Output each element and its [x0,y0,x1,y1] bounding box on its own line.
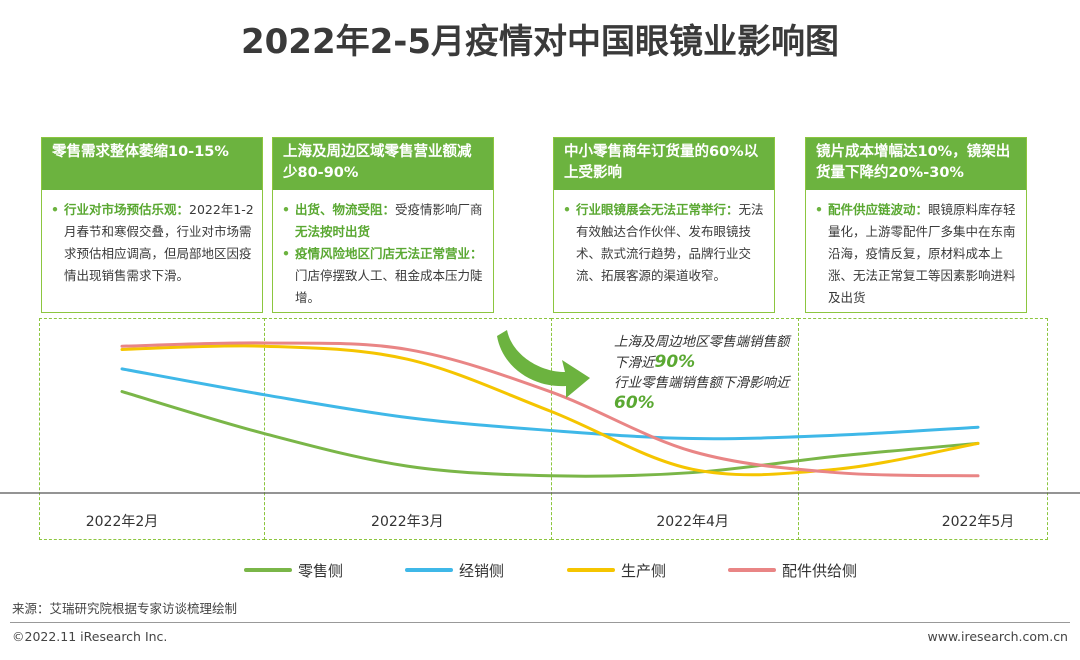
card-item: • 出货、物流受阻：受疫情影响厂商无法按时出货 [281,199,485,243]
card-heading: 镜片成本增幅达10%，镜架出货量下降约20%-30% [806,138,1026,190]
card-item-highlight: 行业对市场预估乐观： [64,202,190,217]
card-item: • 行业眼镜展会无法正常举行：无法有效触达合作伙伴、发布眼镜技术、款式流行趋势，… [562,199,766,287]
tick-layer: 2022年2月 2022年3月 2022年4月 2022年5月 [86,514,1015,530]
legend-item-distribution: 经销侧 [405,558,504,582]
arrow-icon [497,330,590,398]
period-panel-may [798,318,1048,540]
card-heading: 中小零售商年订货量的60%以上受影响 [554,138,774,190]
card-heading: 零售需求整体萎缩10-15% [42,138,262,190]
card-item-highlight: 配件供应链波动： [828,202,929,217]
series-line-2 [120,344,980,477]
card-item: • 配件供应链波动：眼镜原料库存轻量化，上游零配件厂多集中在东南沿海，疫情反复，… [814,199,1018,309]
annotation-line2: 行业零售端销售额下滑影响近 [614,375,790,391]
bullet-icon: • [815,202,823,217]
card-body: • 配件供应链波动：眼镜原料库存轻量化，上游零配件厂多集中在东南沿海，疫情反复，… [806,190,1026,313]
card-heading: 上海及周边区域零售营业额减少80-90% [273,138,493,190]
card-item-text: 2022年1-2月春节和寒假交叠，行业对市场需求预估相应调高，但局部地区因疫情出… [64,202,254,283]
legend-label: 生产侧 [621,561,667,580]
series-line-0 [120,390,980,478]
legend-item-parts-supply: 配件供给侧 [728,558,857,582]
card-item-highlight: 疫情风险地区门店无法正常营业： [295,246,483,261]
legend-swatch [567,568,615,572]
chart-annotation: 上海及周边地区零售端销售额下滑近90% 行业零售端销售额下滑影响近 60% [614,332,794,414]
legend-swatch [728,568,776,572]
source-note: 来源：艾瑞研究院根据专家访谈梳理绘制 [12,601,238,616]
copyright: ©2022.11 iResearch Inc. [12,629,168,644]
x-tick-label: 2022年2月 [86,514,159,530]
card-lens-cost: 镜片成本增幅达10%，镜架出货量下降约20%-30% • 配件供应链波动：眼镜原… [805,137,1027,313]
card-body: • 出货、物流受阻：受疫情影响厂商无法按时出货 • 疫情风险地区门店无法正常营业… [273,190,493,313]
card-small-retailers: 中小零售商年订货量的60%以上受影响 • 行业眼镜展会无法正常举行：无法有效触达… [553,137,775,313]
card-item-text: 受疫情影响厂商 [395,202,483,217]
legend-label: 经销侧 [459,561,505,580]
card-item-text: 门店停摆致人工、租金成本压力陡增。 [295,268,483,305]
legend-label: 配件供给侧 [782,561,858,580]
card-item-text: 无法有效触达合作伙伴、发布眼镜技术、款式流行趋势，品牌行业交流、拓展客源的渠道收… [576,202,764,283]
card-shanghai-sales: 上海及周边区域零售营业额减少80-90% • 出货、物流受阻：受疫情影响厂商无法… [272,137,494,313]
legend-item-production: 生产侧 [567,558,666,582]
card-item-highlight: 出货、物流受阻： [295,202,396,217]
card-item: • 行业对市场预估乐观：2022年1-2月春节和寒假交叠，行业对市场需求预估相应… [50,199,254,287]
annotation-value2: 60% [614,393,655,413]
legend-item-retail: 零售侧 [244,558,343,582]
x-tick-label: 2022年5月 [942,514,1015,530]
legend-swatch [405,568,453,572]
bullet-icon: • [282,246,290,261]
series-layer [120,341,980,478]
series-line-1 [120,367,980,441]
card-body: • 行业眼镜展会无法正常举行：无法有效触达合作伙伴、发布眼镜技术、款式流行趋势，… [554,190,774,291]
legend-label: 零售侧 [298,561,344,580]
card-item-highlight-2: 无法按时出货 [295,224,371,239]
legend-swatch [244,568,292,572]
annotation-line1: 上海及周边地区零售端销售额下滑近 [614,334,790,371]
card-item-highlight: 行业眼镜展会无法正常举行： [576,202,739,217]
bullet-icon: • [51,202,59,217]
footer-divider [10,622,1070,623]
website-link[interactable]: www.iresearch.com.cn [927,629,1069,644]
chart-legend: 零售侧 经销侧 生产侧 配件供给侧 [0,558,1080,582]
page-title: 2022年2-5月疫情对中国眼镜业影响图 [240,22,840,62]
x-tick-label: 2022年4月 [656,514,729,530]
annotation-value1: 90% [654,352,696,372]
series-line-3 [120,341,980,478]
x-tick-label: 2022年3月 [371,514,444,530]
card-body: • 行业对市场预估乐观：2022年1-2月春节和寒假交叠，行业对市场需求预估相应… [42,190,262,291]
bullet-icon: • [282,202,290,217]
bullet-icon: • [563,202,571,217]
card-item: • 疫情风险地区门店无法正常营业： 门店停摆致人工、租金成本压力陡增。 [281,243,485,309]
card-retail-demand: 零售需求整体萎缩10-15% • 行业对市场预估乐观：2022年1-2月春节和寒… [41,137,263,313]
card-item-text: 眼镜原料库存轻量化，上游零配件厂多集中在东南沿海，疫情反复，原材料成本上涨、无法… [828,202,1016,305]
